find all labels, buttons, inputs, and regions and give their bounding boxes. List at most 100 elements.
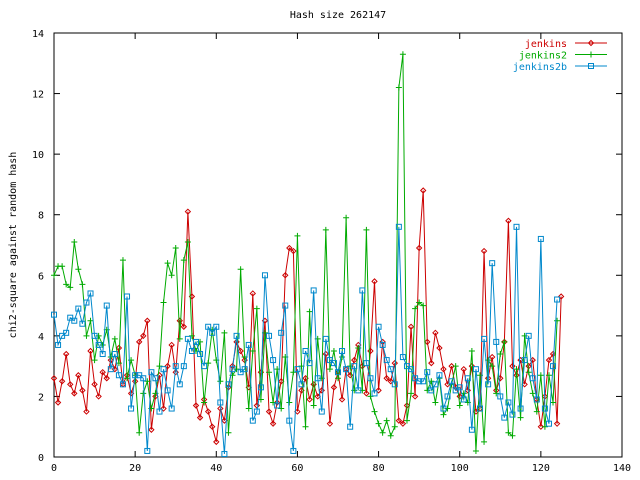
data-point-jenkins2b	[314, 375, 321, 382]
data-point-jenkins2	[75, 266, 82, 273]
data-point-jenkins	[140, 332, 147, 340]
data-point-jenkins2b	[541, 405, 548, 412]
data-point-jenkins2	[509, 432, 516, 439]
legend-marker-jenkins	[587, 39, 595, 47]
data-point-jenkins	[249, 290, 257, 297]
data-point-jenkins2	[379, 429, 386, 436]
data-point-jenkins	[233, 338, 240, 346]
x-tick-label: 140	[613, 463, 631, 474]
data-point-jenkins2	[387, 432, 394, 439]
data-point-jenkins2	[172, 245, 179, 252]
data-point-jenkins2b	[468, 426, 475, 433]
data-point-jenkins2	[294, 232, 301, 239]
data-point-jenkins2	[71, 238, 78, 245]
data-point-jenkins2	[481, 438, 488, 445]
data-point-jenkins	[144, 317, 151, 324]
data-point-jenkins2b	[197, 351, 204, 358]
data-point-jenkins	[290, 247, 297, 255]
data-point-jenkins2b	[363, 360, 370, 367]
data-point-jenkins	[338, 396, 346, 403]
data-point-jenkins2b	[103, 302, 110, 309]
data-point-jenkins2	[501, 338, 508, 345]
data-point-jenkins	[557, 293, 565, 300]
data-point-jenkins2	[367, 393, 374, 400]
series-layer	[50, 51, 565, 457]
data-point-jenkins2	[541, 423, 548, 430]
data-point-jenkins	[371, 278, 378, 285]
y-tick-label: 6	[38, 271, 44, 282]
data-point-jenkins2b	[245, 341, 252, 348]
data-point-jenkins2	[205, 360, 212, 367]
data-point-jenkins2	[225, 429, 232, 436]
data-point-jenkins2b	[383, 357, 390, 364]
data-point-jenkins2	[164, 260, 171, 267]
data-point-jenkins2b	[55, 341, 62, 348]
data-point-jenkins	[83, 408, 90, 415]
data-point-jenkins2	[201, 399, 208, 406]
data-point-jenkins	[367, 347, 374, 355]
data-point-jenkins2	[452, 363, 459, 370]
data-point-jenkins2	[330, 348, 337, 354]
data-point-jenkins2b	[545, 420, 552, 427]
data-point-jenkins	[424, 338, 431, 346]
data-point-jenkins2b	[261, 272, 268, 279]
y-tick-label: 14	[32, 29, 44, 40]
data-point-jenkins2b	[71, 317, 78, 324]
data-point-jenkins2	[339, 354, 346, 361]
data-point-jenkins2	[107, 354, 114, 361]
data-point-jenkins2b	[420, 378, 427, 385]
y-tick-label: 0	[38, 453, 44, 464]
data-point-jenkins2	[391, 423, 398, 430]
data-point-jenkins	[448, 362, 455, 370]
data-point-jenkins2b	[412, 375, 419, 382]
data-point-jenkins2b	[355, 387, 362, 394]
data-point-jenkins2b	[347, 423, 354, 430]
data-point-jenkins	[330, 384, 338, 391]
data-point-jenkins2b	[339, 348, 346, 354]
plot-border	[53, 32, 623, 458]
data-point-jenkins2b	[298, 381, 305, 388]
legend-label-jenkins2b: jenkins2b	[513, 62, 567, 73]
data-point-jenkins	[322, 350, 330, 358]
data-point-jenkins2b	[201, 363, 208, 370]
data-point-jenkins2b	[91, 332, 98, 339]
data-point-jenkins2b	[221, 450, 228, 457]
legend-label-jenkins: jenkins	[525, 39, 567, 50]
data-point-jenkins	[480, 247, 488, 255]
data-point-jenkins2b	[75, 305, 82, 312]
data-point-jenkins2b	[111, 351, 118, 358]
data-point-jenkins	[253, 402, 261, 409]
data-point-jenkins2b	[444, 393, 451, 400]
x-tick-label: 20	[129, 463, 141, 474]
data-point-jenkins2b	[302, 348, 309, 354]
data-point-jenkins2b	[505, 399, 512, 406]
data-point-jenkins2b	[408, 366, 415, 373]
data-point-jenkins	[419, 187, 427, 194]
data-point-jenkins	[50, 375, 58, 382]
data-point-jenkins2b	[485, 381, 492, 388]
data-point-jenkins2	[399, 51, 406, 58]
data-point-jenkins2	[302, 423, 309, 430]
data-point-jenkins2b	[286, 417, 293, 424]
data-point-jenkins2	[180, 257, 187, 264]
data-point-jenkins	[87, 347, 94, 355]
data-point-jenkins2b	[440, 405, 447, 412]
data-point-jenkins2b	[217, 399, 224, 406]
data-point-jenkins	[505, 217, 512, 224]
data-point-jenkins2b	[180, 363, 187, 370]
data-point-jenkins2	[456, 402, 463, 409]
data-point-jenkins2	[51, 272, 57, 279]
data-point-jenkins	[213, 438, 220, 446]
data-point-jenkins	[286, 244, 293, 252]
data-point-jenkins2	[290, 369, 297, 376]
data-point-jenkins	[209, 423, 216, 430]
data-point-jenkins2b	[140, 375, 147, 382]
data-point-jenkins	[135, 338, 143, 346]
data-point-jenkins	[164, 362, 171, 370]
data-point-jenkins2b	[343, 366, 350, 373]
data-point-jenkins	[204, 408, 212, 415]
data-point-jenkins2b	[184, 335, 191, 342]
data-point-jenkins2	[322, 226, 329, 233]
data-point-jenkins	[399, 420, 407, 427]
data-point-jenkins	[460, 365, 467, 373]
